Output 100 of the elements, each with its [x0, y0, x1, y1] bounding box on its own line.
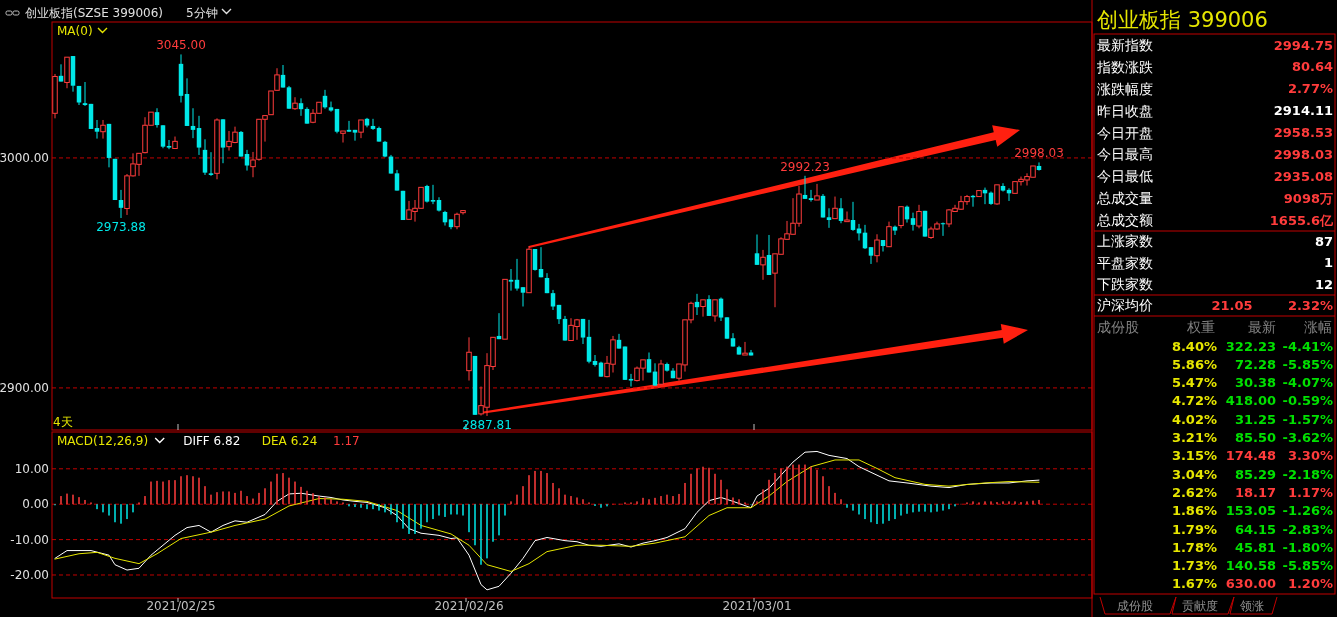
candlestick: [994, 184, 1000, 206]
annotation: 2998.03: [1014, 146, 1064, 161]
text: 2935.08: [1273, 168, 1333, 184]
candlestick: [760, 249, 766, 281]
category-label: 权重: [1186, 318, 1215, 335]
annotation: MA(0): [57, 24, 93, 38]
candlestick: [508, 268, 514, 292]
text: 18.17: [1234, 484, 1276, 500]
candlestick: [826, 207, 832, 229]
text: -4.07%: [1282, 375, 1333, 391]
text: 30.38: [1234, 375, 1276, 391]
candlestick: [286, 85, 292, 110]
text: 贡献度: [1182, 599, 1218, 614]
text: 85.50: [1234, 430, 1276, 446]
category-label: 沪深均价: [1097, 296, 1153, 313]
candlestick: [724, 316, 730, 340]
text: 72.28: [1234, 356, 1276, 372]
text: 1.78%: [1171, 539, 1217, 555]
candlestick: [844, 211, 850, 223]
text: 322.23: [1225, 338, 1276, 354]
text: 2914.11: [1273, 103, 1333, 119]
text: -1.57%: [1282, 411, 1333, 427]
text: -1.80%: [1282, 539, 1333, 555]
category-label: 总成交额: [1097, 212, 1153, 229]
candlestick: [94, 119, 100, 140]
text: -2.83%: [1282, 521, 1333, 537]
candlestick: [280, 64, 286, 89]
annotation: 2992.23: [780, 159, 830, 174]
candlestick: [328, 101, 334, 113]
text: 21.05: [1211, 297, 1253, 313]
text: 2958.53: [1273, 125, 1333, 141]
text: 87: [1314, 233, 1333, 249]
candlestick: [814, 183, 820, 201]
candlestick: [868, 246, 874, 265]
candlestick: [838, 197, 844, 224]
category-label: 最新: [1248, 318, 1276, 335]
candlestick: [754, 234, 760, 266]
text: -4.41%: [1282, 338, 1333, 354]
candlestick: [514, 258, 520, 292]
text: 创业板指 399006: [1097, 8, 1268, 32]
candlestick: [832, 196, 838, 220]
line-series: [54, 459, 1040, 572]
candlestick: [82, 81, 88, 107]
text: 4.72%: [1171, 393, 1217, 409]
category-label: 成份股: [1097, 318, 1139, 335]
candlestick: [910, 212, 916, 232]
annotation: 3045.00: [156, 38, 206, 53]
text: 2.62%: [1171, 484, 1217, 500]
text: 418.00: [1225, 393, 1276, 409]
text: 9098万: [1283, 190, 1333, 206]
candlestick: [628, 373, 634, 388]
candlestick: [874, 233, 880, 263]
candlestick: [808, 189, 814, 203]
x-tick-label: 2021/02/26: [434, 599, 504, 613]
text: 1655.6亿: [1269, 212, 1333, 228]
candlestick: [658, 359, 664, 386]
text: 45.81: [1234, 539, 1276, 555]
text: 3.30%: [1287, 448, 1333, 464]
annotation: 4天: [53, 415, 73, 429]
candlestick: [580, 318, 586, 345]
y-tick-label: 2900.00: [0, 381, 49, 396]
text: 153.05: [1225, 503, 1276, 519]
y-tick-label: 0.00: [22, 497, 49, 512]
text: DEA 6.24: [261, 434, 318, 448]
text: 1: [1323, 255, 1333, 271]
candlestick: [1000, 182, 1006, 192]
text: 5.86%: [1171, 356, 1217, 372]
category-label: 最新指数: [1097, 36, 1153, 53]
text: 1.86%: [1171, 503, 1217, 519]
category-label: 总成交量: [1097, 190, 1153, 207]
text: 5.47%: [1171, 375, 1217, 391]
candlestick: [460, 210, 466, 215]
candlestick: [208, 151, 214, 177]
text: -5.85%: [1282, 356, 1333, 372]
candlestick: [430, 184, 436, 205]
candlestick: [346, 120, 352, 133]
text: 64.15: [1234, 521, 1276, 537]
text: 3.15%: [1171, 448, 1217, 464]
text: 1.17%: [1287, 484, 1333, 500]
candlestick: [712, 299, 718, 323]
text: 1.67%: [1171, 576, 1217, 592]
candlestick: [202, 138, 208, 176]
candlestick: [340, 130, 346, 144]
candlestick: [166, 139, 172, 150]
category-label: 上涨家数: [1097, 232, 1153, 249]
text: 4.02%: [1171, 411, 1217, 427]
legend-label: DIFF 6.82: [183, 434, 241, 448]
text: 1.79%: [1171, 521, 1217, 537]
y-tick-label: 10.00: [14, 462, 49, 477]
category-label: 指数涨跌: [1097, 58, 1153, 75]
candlestick: [394, 169, 400, 192]
category-label: 今日最高: [1097, 146, 1153, 163]
text: -0.59%: [1282, 393, 1333, 409]
candlestick: [160, 124, 166, 149]
text: 2.32%: [1287, 297, 1333, 313]
text: 3.21%: [1171, 430, 1217, 446]
x-tick-label: 2021/03/01: [722, 599, 792, 613]
category-label: 昨日收盘: [1097, 102, 1153, 119]
category-label: 下跌家数: [1097, 276, 1153, 293]
category-label: 涨跌幅度: [1097, 80, 1153, 97]
